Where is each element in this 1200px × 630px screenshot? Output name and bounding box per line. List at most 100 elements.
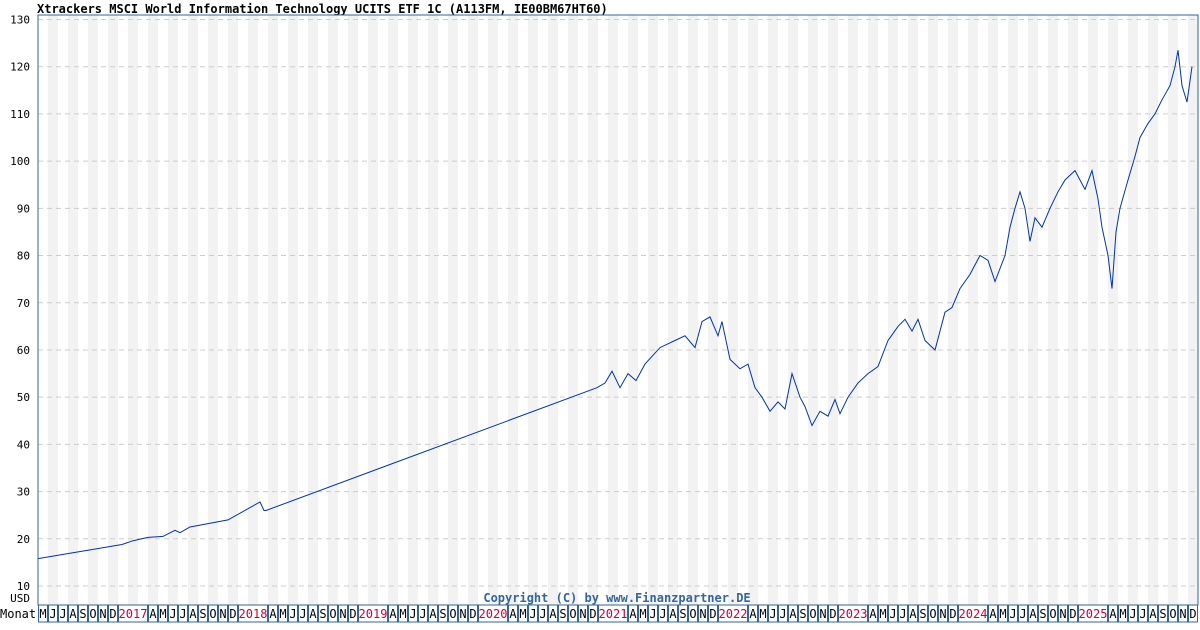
x-tick-month: J [409, 607, 416, 621]
x-tick-month: A [1029, 607, 1037, 621]
x-tick-cell [868, 604, 878, 623]
x-tick-month: D [949, 607, 956, 621]
x-tick-cell [88, 604, 98, 623]
x-tick-month: S [679, 607, 686, 621]
x-tick-month: A [909, 607, 917, 621]
x-axis-label: Monat [0, 607, 36, 621]
x-tick-cell [468, 604, 478, 623]
x-tick-month: M [639, 607, 646, 621]
copyright-text: Copyright (C) by www.Finanzpartner.DE [483, 591, 750, 605]
month-band [608, 15, 618, 605]
x-tick-cell [598, 604, 628, 623]
x-tick-month: A [269, 607, 277, 621]
month-band [328, 15, 338, 605]
y-tick-label: 30 [17, 486, 30, 499]
x-tick-month: A [69, 607, 77, 621]
x-tick-month: A [189, 607, 197, 621]
x-tick-year: 2025 [1079, 607, 1108, 621]
x-tick-cell [1168, 604, 1178, 623]
x-tick-cell [338, 604, 348, 623]
x-tick-cell [288, 604, 298, 623]
x-tick-month: A [629, 607, 637, 621]
x-tick-cell [938, 604, 948, 623]
x-tick-cell [708, 604, 718, 623]
x-tick-cell [318, 604, 328, 623]
x-tick-cell [38, 604, 48, 623]
x-tick-month: A [549, 607, 557, 621]
x-tick-cell [1038, 604, 1048, 623]
month-band [168, 15, 178, 605]
x-tick-cell [268, 604, 278, 623]
x-tick-month: N [339, 607, 346, 621]
x-tick-cell [998, 604, 1008, 623]
x-tick-cell [508, 604, 518, 623]
x-tick-month: O [689, 607, 696, 621]
x-tick-month: N [99, 607, 106, 621]
month-band [428, 15, 438, 605]
x-tick-cell [1078, 604, 1108, 623]
x-tick-month: S [199, 607, 206, 621]
x-tick-cell [448, 604, 458, 623]
x-tick-month: D [589, 607, 596, 621]
y-tick-label: 110 [10, 108, 30, 121]
month-band [548, 15, 558, 605]
month-band [88, 15, 98, 605]
x-tick-month: M [1119, 607, 1126, 621]
month-band [1108, 15, 1118, 605]
x-tick-cell [1058, 604, 1068, 623]
x-tick-month: S [1159, 607, 1166, 621]
y-tick-label: 120 [10, 61, 30, 74]
x-tick-month: N [939, 607, 946, 621]
x-tick-month: J [779, 607, 786, 621]
x-tick-month: S [439, 607, 446, 621]
y-tick-label: 90 [17, 202, 30, 215]
month-band [128, 15, 138, 605]
month-band [908, 15, 918, 605]
x-tick-month: A [749, 607, 757, 621]
x-tick-cell [78, 604, 88, 623]
x-tick-cell [1068, 604, 1078, 623]
month-band [1068, 15, 1078, 605]
month-band [848, 15, 858, 605]
x-tick-cell [418, 604, 428, 623]
x-tick-cell [958, 604, 988, 623]
x-tick-month: A [309, 607, 317, 621]
month-band [928, 15, 938, 605]
month-band [188, 15, 198, 605]
x-tick-month: D [1069, 607, 1076, 621]
x-tick-month: D [469, 607, 476, 621]
price-line [37, 50, 1193, 560]
x-tick-month: N [699, 607, 706, 621]
x-tick-month: S [919, 607, 926, 621]
x-tick-cell [1028, 604, 1038, 623]
month-band [1008, 15, 1018, 605]
month-band [1028, 15, 1038, 605]
x-tick-month: J [289, 607, 296, 621]
x-tick-year: 2020 [479, 607, 508, 621]
x-tick-month: A [149, 607, 157, 621]
x-tick-month: J [649, 607, 656, 621]
x-tick-month: A [669, 607, 677, 621]
month-band [648, 15, 658, 605]
x-tick-month: M [159, 607, 166, 621]
x-tick-cell [838, 604, 868, 623]
x-tick-cell [908, 604, 918, 623]
x-tick-cell [1048, 604, 1058, 623]
y-tick-label: 80 [17, 250, 30, 263]
x-tick-month: N [819, 607, 826, 621]
x-tick-month: J [659, 607, 666, 621]
month-band [748, 15, 758, 605]
month-band [448, 15, 458, 605]
x-tick-month: S [79, 607, 86, 621]
x-tick-cell [808, 604, 818, 623]
x-tick-cell [878, 604, 888, 623]
x-tick-cell [788, 604, 798, 623]
x-tick-month: A [1109, 607, 1117, 621]
month-band [268, 15, 278, 605]
month-band [248, 15, 258, 605]
x-tick-cell [628, 604, 638, 623]
x-tick-cell [1128, 604, 1138, 623]
x-tick-month: J [179, 607, 186, 621]
x-tick-cell [548, 604, 558, 623]
